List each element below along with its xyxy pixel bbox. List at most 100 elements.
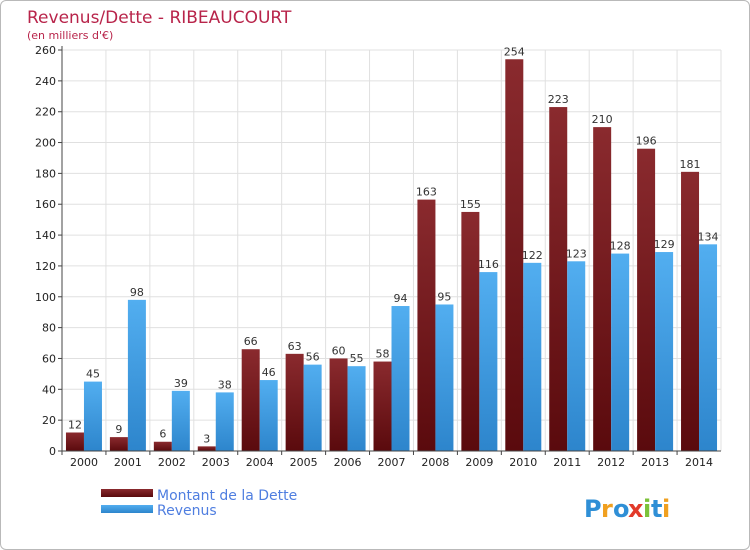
chart-subtitle: (en milliers d'€) [27,29,113,42]
grid [61,49,722,452]
data-label-debt: 6 [159,428,166,441]
bar-debt [417,199,436,451]
bar-debt [549,107,568,452]
bar-debt [329,358,348,451]
data-label-debt: 196 [636,135,657,148]
data-label-revenus: 128 [610,240,631,253]
bar-revenus [127,299,146,451]
data-label-revenus: 39 [174,377,188,390]
y-tick-label: 240 [35,75,56,88]
bar-debt [285,353,304,451]
bar-revenus [435,304,454,451]
data-label-revenus: 98 [130,286,144,299]
y-tick-label: 140 [35,229,56,242]
data-label-debt: 12 [68,418,82,431]
bar-debt [593,127,612,451]
bar-revenus [699,244,718,451]
x-tick-label: 2004 [246,456,274,469]
bar-debt [153,441,172,451]
x-tick-label: 2000 [70,456,98,469]
data-labels: 12 45 9 98 6 39 3 38 66 46 63 56 60 55 58 94 163 95 155 116… [68,45,719,445]
legend-label-revenus: Revenus [157,503,217,519]
x-tick-label: 2010 [509,456,537,469]
bar-revenus [391,306,410,451]
x-tick-label: 2011 [553,456,581,469]
data-label-revenus: 55 [350,352,364,365]
x-tick-label: 2002 [158,456,186,469]
bar-debt [461,211,480,451]
bar-revenus [655,252,674,451]
data-label-debt: 223 [548,93,569,106]
x-tick-label: 2013 [641,456,669,469]
data-label-debt: 60 [332,344,346,357]
data-label-debt: 163 [416,186,437,199]
data-label-revenus: 95 [437,290,451,303]
y-tick-label: 120 [35,260,56,273]
axes: 0 20 40 60 80 100 120 140 160 180 200 220 240 260 2000… [35,44,721,469]
logo-letter: P [584,495,602,523]
chart-title: Revenus/Dette - RIBEAUCOURT [27,8,292,28]
logo-letter: x [628,495,644,523]
bar-debt [681,171,700,452]
y-tick-label: 80 [42,322,56,335]
bar-debt [373,361,392,451]
data-label-debt: 181 [680,158,701,171]
y-tick-label: 260 [35,44,56,57]
x-tick-label: 2008 [421,456,449,469]
x-tick-label: 2009 [465,456,493,469]
logo-letter: r [601,495,613,523]
x-tick-label: 2006 [334,456,362,469]
legend-swatch-revenus [101,505,153,513]
bar-revenus [347,366,366,451]
data-label-debt: 58 [376,348,390,361]
y-tick-label: 100 [35,291,56,304]
y-tick-label: 200 [35,137,56,150]
data-label-revenus: 45 [86,368,100,381]
logo-letter: i [643,495,651,523]
data-label-revenus: 129 [654,238,675,251]
bar-revenus [171,390,190,451]
x-tick-label: 2007 [378,456,406,469]
bar-revenus [567,261,586,451]
y-tick-label: 40 [42,383,56,396]
y-tick-label: 160 [35,198,56,211]
bar-revenus [479,272,498,451]
data-label-debt: 9 [115,423,122,436]
logo-letter: t [651,495,662,523]
data-label-debt: 66 [244,335,258,348]
data-label-revenus: 134 [698,230,719,243]
x-tick-label: 2001 [114,456,142,469]
data-label-debt: 63 [288,340,302,353]
data-label-revenus: 116 [478,258,499,271]
data-label-revenus: 46 [262,366,276,379]
bar-revenus [83,381,102,451]
bar-revenus [259,380,278,451]
x-tick-label: 2014 [685,456,713,469]
bars [65,59,718,452]
y-tick-label: 20 [42,414,56,427]
x-tick-label: 2012 [597,456,625,469]
bar-revenus [303,364,322,451]
bar-debt [505,59,524,451]
bar-debt [65,432,84,451]
legend-label-debt: Montant de la Dette [157,488,297,504]
bar-debt [109,437,128,451]
data-label-revenus: 56 [306,351,320,364]
logo-letter: i [662,495,670,523]
y-tick-label: 220 [35,106,56,119]
x-tick-label: 2005 [290,456,318,469]
x-tick-label: 2003 [202,456,230,469]
bar-revenus [523,262,542,451]
bar-debt [637,148,656,451]
legend-swatch-debt [101,489,153,497]
data-label-debt: 155 [460,198,481,211]
bar-debt [241,349,260,451]
bar-debt [197,446,216,451]
bar-revenus [611,253,630,451]
legend: Montant de la Dette Revenus [101,488,297,519]
data-label-revenus: 122 [522,249,543,262]
data-label-debt: 210 [592,113,613,126]
